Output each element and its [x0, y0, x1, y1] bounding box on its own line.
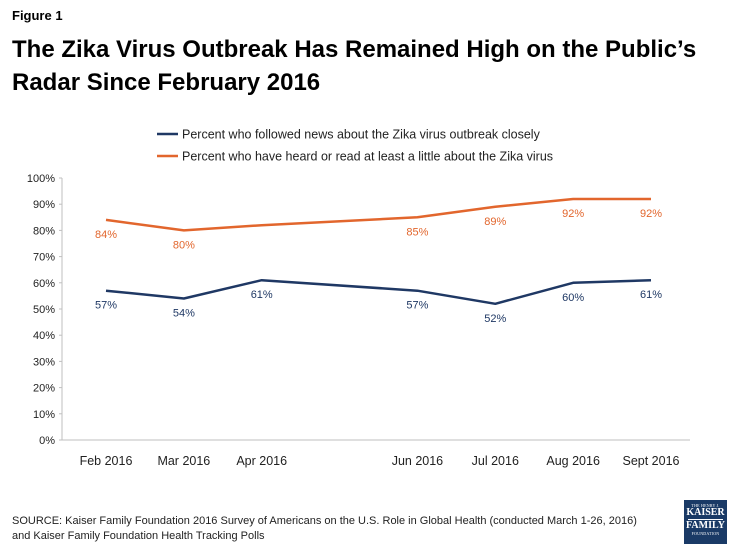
y-tick-label: 40%	[33, 330, 55, 342]
data-label: 61%	[640, 289, 662, 301]
x-tick-label: Jun 2016	[392, 454, 443, 468]
data-label: 61%	[251, 289, 273, 301]
y-tick-label: 70%	[33, 252, 55, 264]
data-label: 85%	[406, 226, 428, 238]
source-line-1: SOURCE: Kaiser Family Foundation 2016 Su…	[12, 515, 637, 527]
source-line-2: and Kaiser Family Foundation Health Trac…	[12, 530, 265, 542]
y-tick-label: 90%	[33, 199, 55, 211]
logo-line-1: THE HENRY J.	[691, 503, 720, 508]
data-label: 52%	[484, 313, 506, 325]
data-label: 80%	[173, 239, 195, 251]
x-tick-label: Apr 2016	[236, 454, 287, 468]
data-label: 84%	[95, 229, 117, 241]
line-chart: Percent who followed news about the Zika…	[27, 128, 690, 468]
figure-label: Figure 1	[12, 8, 63, 23]
y-tick-label: 100%	[27, 173, 55, 185]
x-tick-label: Aug 2016	[546, 454, 600, 468]
kff-logo: THE HENRY J. KAISER FAMILY FOUNDATION	[684, 500, 727, 544]
x-tick-label: Jul 2016	[472, 454, 519, 468]
data-label: 92%	[562, 208, 584, 220]
y-tick-label: 80%	[33, 225, 55, 237]
logo-line-2: KAISER	[686, 507, 725, 518]
x-tick-label: Sept 2016	[623, 454, 680, 468]
data-label: 92%	[640, 208, 662, 220]
y-tick-label: 20%	[33, 383, 55, 395]
source-note: SOURCE: Kaiser Family Foundation 2016 Su…	[12, 514, 637, 544]
data-label: 54%	[173, 308, 195, 320]
y-tick-label: 0%	[39, 435, 55, 447]
y-tick-label: 10%	[33, 409, 55, 421]
logo-line-4: FOUNDATION	[691, 531, 720, 536]
legend-label-2: Percent who have heard or read at least …	[182, 150, 553, 164]
legend-label-1: Percent who followed news about the Zika…	[182, 128, 541, 142]
series-line-1	[105, 278, 652, 306]
data-label: 60%	[562, 292, 584, 304]
x-tick-label: Mar 2016	[157, 454, 210, 468]
data-label: 89%	[484, 216, 506, 228]
y-tick-label: 60%	[33, 278, 55, 290]
x-tick-label: Feb 2016	[80, 454, 133, 468]
data-label: 57%	[95, 300, 117, 312]
logo-line-3: FAMILY	[686, 520, 725, 531]
y-tick-label: 50%	[33, 304, 55, 316]
data-label: 57%	[406, 300, 428, 312]
series-line-2	[105, 197, 651, 232]
y-tick-label: 30%	[33, 356, 55, 368]
chart-title: The Zika Virus Outbreak Has Remained Hig…	[12, 36, 697, 96]
